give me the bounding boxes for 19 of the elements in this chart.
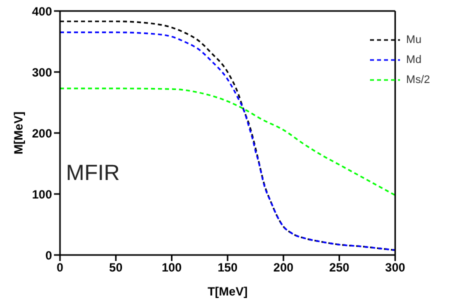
x-axis-title: T[MeV]: [208, 284, 248, 299]
legend-label: Mu: [406, 33, 422, 48]
line-series: [60, 88, 396, 196]
y-tick-label: 0: [45, 248, 52, 262]
annotation: MFIR: [66, 160, 120, 186]
y-tick-label: 100: [32, 187, 52, 202]
y-tick-label: 200: [32, 126, 52, 140]
x-tick-label: 0: [56, 260, 64, 275]
x-tick-label: 50: [109, 260, 123, 275]
legend-label: Md: [406, 53, 422, 68]
x-tick-label: 200: [273, 260, 294, 275]
y-tick-label: 300: [32, 65, 52, 80]
x-tick-label: 100: [162, 260, 182, 275]
x-tick-label: 300: [385, 260, 406, 275]
x-tick-label: 150: [218, 260, 238, 275]
x-tick-label: 250: [329, 260, 350, 275]
y-tick-label: 400: [32, 4, 52, 18]
legend-label: Ms/2: [406, 73, 430, 88]
y-axis-title: M[MeV]: [11, 112, 26, 154]
